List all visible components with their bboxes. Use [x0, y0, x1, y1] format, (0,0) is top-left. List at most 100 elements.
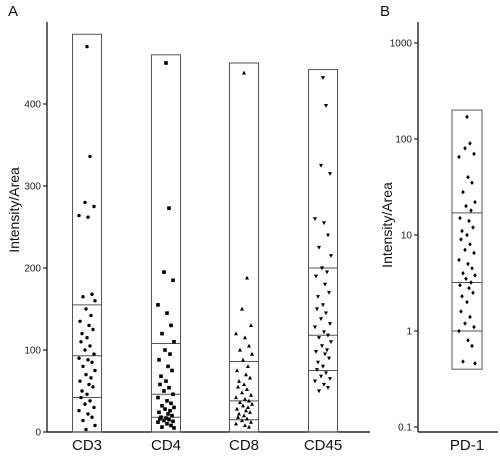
data-point — [160, 403, 164, 408]
data-point — [79, 395, 83, 400]
data-point — [171, 392, 175, 397]
data-point — [162, 389, 166, 393]
data-point — [91, 327, 95, 332]
data-point — [158, 417, 162, 421]
data-point — [243, 397, 247, 401]
data-point — [328, 172, 332, 176]
data-point — [162, 270, 166, 274]
data-point — [240, 306, 244, 311]
data-point — [81, 295, 85, 299]
data-point — [171, 278, 175, 283]
data-point — [314, 274, 318, 279]
data-point — [163, 348, 167, 352]
data-point — [472, 324, 476, 330]
data-point — [472, 250, 476, 256]
data-point — [250, 351, 254, 356]
data-point — [81, 364, 85, 369]
data-point — [472, 151, 476, 157]
range-box — [151, 54, 181, 433]
data-point — [473, 361, 477, 366]
data-point — [157, 410, 161, 415]
data-point — [322, 382, 326, 387]
data-point — [169, 401, 173, 406]
data-point — [464, 276, 468, 281]
range-box — [72, 33, 102, 433]
data-point — [247, 398, 251, 403]
data-point — [473, 273, 477, 278]
range-box — [308, 69, 338, 433]
y-tick-label: 10 — [401, 231, 413, 242]
data-point — [327, 291, 331, 295]
data-point — [159, 374, 163, 379]
data-point — [160, 331, 164, 336]
category-label: PD-1 — [450, 437, 484, 454]
data-point — [156, 303, 160, 307]
data-point — [168, 352, 172, 356]
data-point — [327, 356, 331, 361]
data-point — [244, 372, 248, 377]
data-point — [320, 266, 324, 271]
data-point — [78, 379, 82, 383]
data-point — [471, 290, 475, 295]
data-point — [471, 225, 475, 230]
y-tick-label: 1000 — [390, 39, 413, 50]
data-point — [241, 403, 245, 408]
data-point — [77, 213, 81, 218]
data-point — [234, 331, 238, 336]
data-point — [457, 154, 461, 160]
data-point — [88, 154, 92, 159]
data-point — [240, 390, 244, 395]
data-point — [322, 221, 326, 226]
data-point — [169, 423, 173, 428]
data-point — [234, 421, 238, 426]
data-point — [461, 271, 465, 276]
data-point — [85, 44, 89, 49]
data-point — [320, 344, 324, 349]
data-point — [172, 426, 176, 430]
data-point — [84, 372, 88, 377]
data-point — [167, 417, 171, 422]
data-point — [460, 228, 464, 234]
data-point — [170, 413, 174, 418]
data-point — [86, 358, 90, 362]
data-point — [465, 232, 469, 238]
data-point — [236, 415, 240, 419]
data-point — [328, 322, 332, 326]
data-point — [170, 368, 174, 373]
data-point — [317, 389, 321, 394]
data-point — [93, 423, 97, 428]
data-point — [458, 282, 462, 288]
data-point — [165, 422, 169, 426]
data-point — [468, 242, 472, 247]
data-point — [250, 401, 254, 406]
data-point — [463, 247, 467, 253]
data-point — [90, 360, 94, 364]
y-tick-label: 400 — [24, 100, 41, 111]
data-point — [469, 280, 473, 285]
data-point — [323, 352, 327, 357]
data-point — [467, 285, 471, 291]
data-point — [317, 336, 321, 340]
data-point — [329, 340, 333, 344]
data-point — [459, 309, 463, 314]
data-point — [324, 371, 328, 376]
data-point — [459, 237, 463, 242]
data-point — [319, 317, 323, 322]
data-point — [470, 343, 474, 349]
data-point — [156, 420, 160, 424]
y-tick-label: 0.1 — [398, 423, 412, 434]
data-point — [89, 313, 93, 318]
data-point — [87, 323, 91, 328]
data-point — [242, 382, 246, 387]
data-point — [313, 325, 317, 330]
data-point — [157, 358, 161, 362]
data-point — [238, 347, 242, 352]
data-point — [92, 405, 96, 410]
data-point — [80, 331, 84, 336]
data-point — [235, 368, 239, 373]
data-point — [326, 333, 330, 338]
data-point — [463, 146, 467, 151]
data-point — [164, 61, 168, 65]
data-point — [315, 307, 319, 312]
